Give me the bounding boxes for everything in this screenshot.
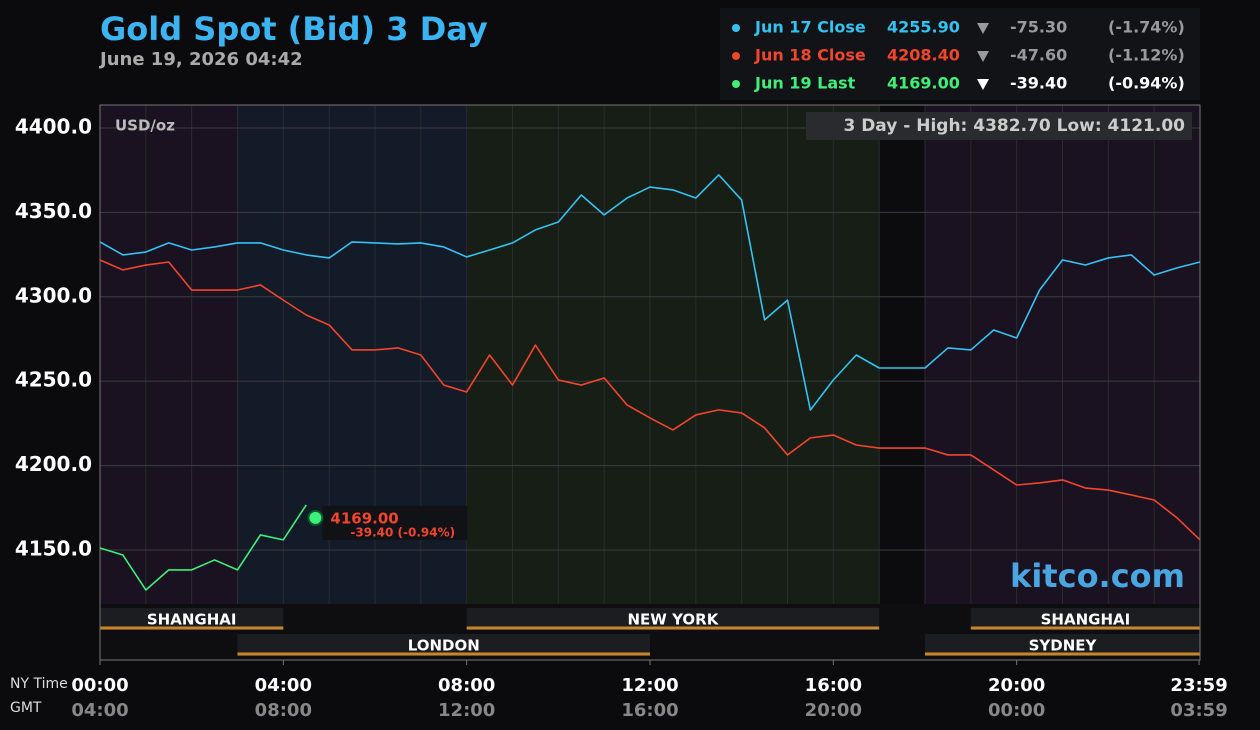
x-tick-label: 16:00 xyxy=(805,675,862,696)
session-label: SHANGHAI xyxy=(147,611,237,629)
x2-tick-label: 08:00 xyxy=(255,700,312,721)
y-tick-label: 4200.0 xyxy=(15,452,92,476)
annotation: 3 Day - High: 4382.70 Low: 4121.00 xyxy=(843,116,1185,136)
legend-label: Jun 18 Close xyxy=(754,46,866,65)
legend-label: Jun 19 Last xyxy=(754,74,856,93)
series-line xyxy=(99,174,1201,411)
legend-change: -75.30 xyxy=(1010,18,1067,37)
x-tick-label: 12:00 xyxy=(621,675,678,696)
legend-arrow xyxy=(977,79,989,90)
last-label: 4169.00 xyxy=(330,509,398,527)
x-axis-label: NY Time xyxy=(10,676,68,692)
x2-tick-label: 04:00 xyxy=(71,700,128,721)
chart-subtitle: June 19, 2026 04:42 xyxy=(98,49,303,70)
legend-bg xyxy=(720,8,1200,100)
last-change: -39.40 (-0.94%) xyxy=(350,525,455,539)
last-point xyxy=(307,509,324,526)
legend-change: -47.60 xyxy=(1010,46,1067,65)
x-tick-label: 00:00 xyxy=(71,675,128,696)
last-label-bg xyxy=(322,505,468,540)
session-label: LONDON xyxy=(408,637,480,655)
y-tick-label: 4400.0 xyxy=(15,114,92,138)
legend-dot xyxy=(732,80,740,88)
x2-axis-label: GMT xyxy=(10,700,42,716)
plot-border xyxy=(99,104,1201,661)
x2-tick-label: 00:00 xyxy=(988,700,1045,721)
unit-label: USD/oz xyxy=(115,117,175,135)
legend-price: 4255.90 xyxy=(887,18,960,37)
zone xyxy=(466,105,880,604)
x-tick-label: 04:00 xyxy=(255,675,312,696)
session-bg xyxy=(925,634,1200,656)
session-label: SYDNEY xyxy=(1029,637,1098,655)
session-bg xyxy=(466,608,880,630)
zone xyxy=(879,105,925,604)
legend-pct: (-1.12%) xyxy=(1108,46,1185,65)
session-label: SHANGHAI xyxy=(1041,611,1131,629)
x2-tick-label: 12:00 xyxy=(438,700,495,721)
x-tick-label: 20:00 xyxy=(988,675,1045,696)
y-tick-label: 4350.0 xyxy=(15,199,92,223)
x2-tick-label: 20:00 xyxy=(805,700,862,721)
session-bg xyxy=(100,608,284,630)
legend-pct: (-0.94%) xyxy=(1108,74,1185,93)
zone xyxy=(100,105,238,604)
x-tick-label: 08:00 xyxy=(438,675,495,696)
series-line xyxy=(99,504,307,591)
legend-change: -39.40 xyxy=(1010,74,1067,93)
session-bg xyxy=(237,634,650,656)
legend-arrow xyxy=(977,51,989,62)
x2-tick-label: 03:59 xyxy=(1170,700,1227,721)
legend-price: 4169.00 xyxy=(887,74,960,93)
y-tick-label: 4300.0 xyxy=(15,283,92,307)
legend-dot xyxy=(732,52,740,60)
legend-label: Jun 17 Close xyxy=(754,18,866,37)
legend-pct: (-1.74%) xyxy=(1108,18,1185,37)
y-tick-label: 4250.0 xyxy=(15,368,92,392)
annotation-bg xyxy=(806,112,1192,140)
x-tick-label: 23:59 xyxy=(1170,675,1227,696)
legend-arrow xyxy=(977,23,989,34)
legend-dot xyxy=(732,24,740,32)
session-label: NEW YORK xyxy=(628,611,720,629)
x2-tick-label: 16:00 xyxy=(621,700,678,721)
series-line xyxy=(99,259,1201,541)
watermark: kitco.com xyxy=(1010,557,1185,595)
y-tick-label: 4150.0 xyxy=(15,536,92,560)
session-bg xyxy=(970,608,1200,630)
legend-price: 4208.40 xyxy=(887,46,960,65)
chart-title: Gold Spot (Bid) 3 Day xyxy=(100,10,488,48)
